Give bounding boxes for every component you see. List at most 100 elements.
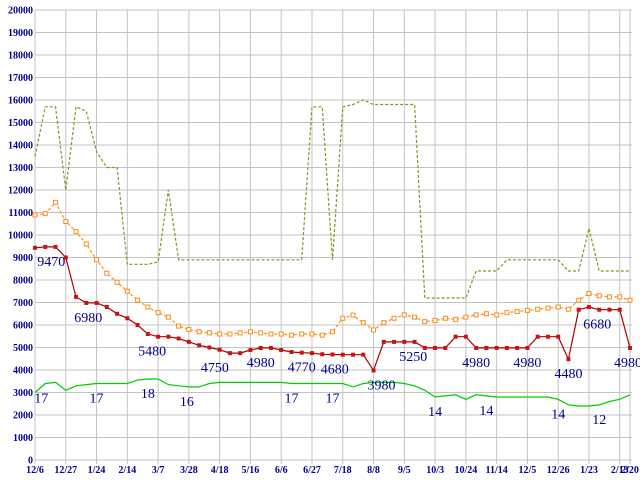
min-price-marker (463, 334, 468, 339)
point-label: 5250 (399, 350, 427, 365)
avg-price-marker (514, 309, 520, 314)
min-price-marker (135, 323, 140, 327)
x-tick-label: 2/14 (118, 465, 136, 476)
y-tick-label: 19000 (8, 28, 33, 39)
min-price-marker (156, 334, 161, 339)
x-tick-label: 3/28 (180, 465, 198, 476)
avg-price-marker (299, 331, 305, 337)
y-tick-label: 9000 (13, 253, 33, 264)
avg-price-marker (432, 318, 438, 323)
min-price-marker (545, 334, 550, 339)
point-label: 4770 (288, 361, 316, 376)
avg-price-marker (124, 288, 130, 294)
x-tick-label: 4/18 (211, 465, 229, 476)
avg-price-marker (535, 306, 541, 312)
min-price-marker (289, 350, 294, 354)
y-tick-label: 8000 (13, 276, 33, 287)
min-price-marker (597, 307, 602, 312)
point-label: 14 (428, 405, 442, 420)
x-tick-label: 12/27 (54, 465, 77, 476)
avg-price-marker (360, 320, 366, 326)
point-label: 4980 (247, 356, 275, 371)
avg-price-marker (114, 279, 120, 285)
avg-price-marker (186, 327, 192, 332)
min-price-marker (351, 352, 356, 357)
min-price-marker (422, 345, 427, 350)
avg-price-marker (83, 241, 89, 247)
point-label: 4680 (321, 363, 349, 378)
shop-count-point-labels: 17 17 18 16 17 17 14 14 14 12 (34, 387, 606, 428)
point-label: 5480 (138, 345, 166, 360)
point-label: 17 (326, 392, 340, 407)
x-tick-label: 12/6 (26, 465, 44, 476)
x-tick-label: 12/26 (547, 465, 570, 476)
y-tick-label: 13000 (8, 163, 33, 174)
avg-price-marker (206, 330, 212, 336)
max-price-line (34, 99, 630, 299)
x-tick-label: 1/23 (580, 465, 598, 476)
y-tick-label: 5000 (13, 343, 33, 354)
min-price-marker (607, 307, 612, 312)
min-price-marker (84, 300, 89, 305)
avg-price-marker (32, 212, 38, 218)
min-price-marker (576, 307, 581, 312)
avg-price-marker (227, 331, 233, 337)
min-price-marker (176, 336, 181, 341)
x-tick-label: 6/27 (303, 465, 321, 476)
min-price-marker (207, 345, 212, 350)
avg-price-marker (381, 320, 387, 326)
avg-price-marker (494, 312, 500, 318)
point-label: 4750 (201, 361, 229, 376)
avg-price-marker (401, 312, 407, 318)
avg-price-marker (565, 306, 571, 312)
min-price-marker (227, 351, 232, 356)
y-tick-label: 1000 (13, 433, 33, 444)
avg-price-marker (258, 330, 264, 336)
y-tick-label: 2000 (13, 411, 33, 422)
y-tick-label: 16000 (8, 96, 33, 107)
point-label: 14 (551, 407, 565, 422)
avg-price-marker (391, 315, 397, 321)
avg-price-marker (371, 327, 377, 333)
avg-price-marker (545, 305, 551, 311)
x-tick-label: 6/6 (275, 465, 288, 476)
point-label: 18 (141, 387, 155, 402)
avg-price-marker (606, 294, 612, 300)
series-max-price (34, 99, 630, 299)
x-tick-label: 11/14 (486, 465, 508, 476)
avg-price-marker (135, 297, 141, 303)
y-tick-label: 17000 (8, 73, 33, 84)
min-price-marker (484, 345, 489, 350)
min-price-marker (556, 334, 561, 339)
y-tick-label: 14000 (8, 141, 33, 152)
point-label: 9470 (37, 255, 65, 270)
point-label: 17 (284, 392, 298, 407)
avg-price-marker (165, 314, 171, 320)
series-avg-price (32, 199, 633, 338)
y-tick-label: 20000 (8, 6, 33, 17)
avg-price-marker (268, 331, 274, 337)
point-label: 17 (34, 392, 48, 407)
avg-price-marker (94, 257, 100, 263)
avg-price-marker (555, 304, 561, 310)
point-label: 3980 (368, 378, 396, 393)
avg-price-marker (453, 316, 459, 322)
avg-price-marker (53, 199, 59, 205)
y-tick-label: 15000 (8, 118, 33, 129)
min-price-marker (494, 345, 499, 350)
avg-price-marker (473, 312, 479, 318)
avg-price-marker (412, 314, 418, 320)
min-price-marker (320, 352, 325, 357)
min-price-marker (53, 244, 58, 249)
point-label: 4480 (554, 367, 582, 382)
point-label: 6980 (74, 311, 102, 326)
min-price-marker (586, 305, 591, 309)
min-price-marker (63, 255, 68, 260)
avg-price-line (34, 201, 631, 336)
y-axis-labels: 0 1000 2000 3000 4000 5000 6000 7000 8000 9000 100… (8, 6, 33, 467)
min-price-marker (617, 307, 622, 312)
x-tick-label: 9/5 (398, 465, 411, 476)
